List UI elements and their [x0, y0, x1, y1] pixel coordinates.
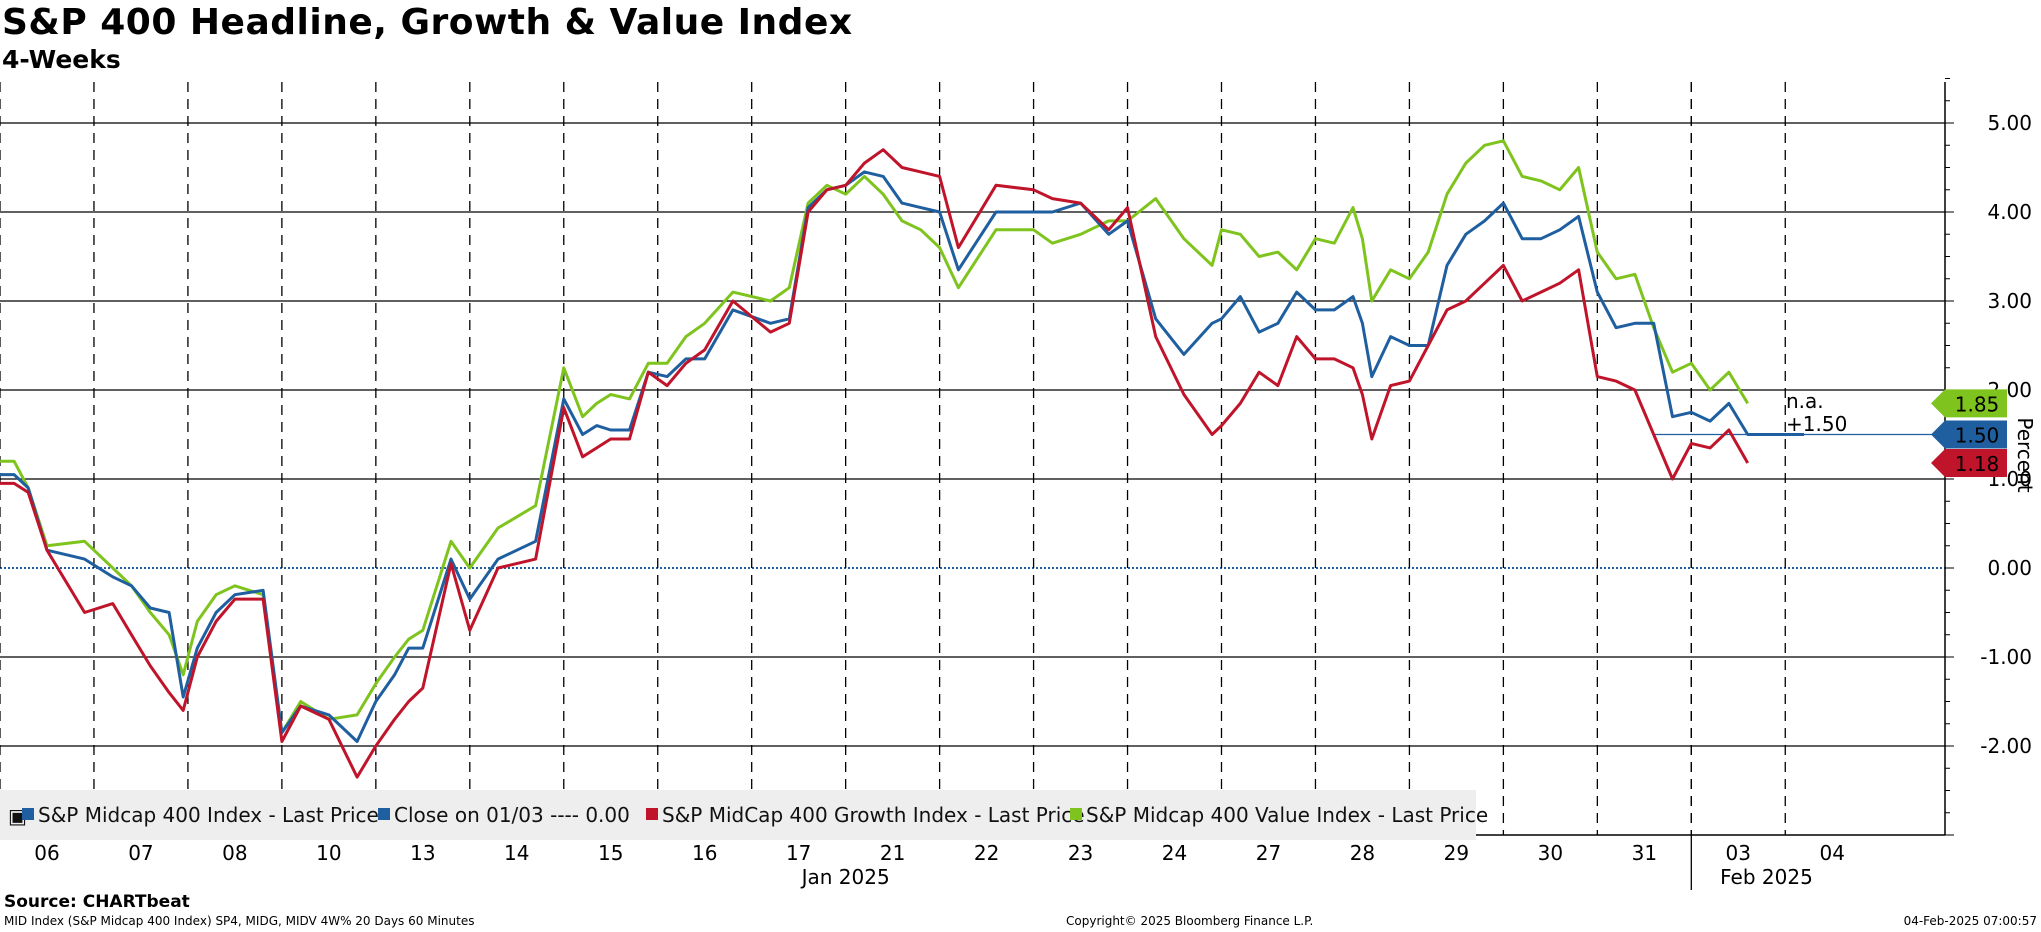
x-tick-label: 04 — [1820, 841, 1845, 865]
axes: -2.00-1.000.001.002.003.004.005.00Percen… — [0, 78, 2037, 890]
x-tick-label: 29 — [1444, 841, 1469, 865]
x-tick-label: 07 — [128, 841, 153, 865]
chart-subtitle: 4-Weeks — [2, 45, 121, 74]
annotation-na: n.a. — [1786, 389, 1824, 413]
series-line-value — [0, 139, 1749, 735]
last-value-tag-growth: 1.18 — [1931, 448, 2007, 477]
y-tick-label: 3.00 — [1987, 289, 2032, 313]
legend-label-value: S&P Midcap 400 Value Index - Last Price — [1086, 803, 1488, 827]
y-tick-label: 0.00 — [1987, 556, 2032, 580]
x-tick-label: 23 — [1068, 841, 1093, 865]
legend: ▣ S&P Midcap 400 Index - Last Price Close … — [0, 790, 1488, 840]
chart-title: S&P 400 Headline, Growth & Value Index — [2, 2, 853, 43]
x-tick-label: 08 — [222, 841, 247, 865]
last-value-tag-label: 1.50 — [1955, 424, 2000, 448]
x-month-label: Feb 2025 — [1720, 865, 1813, 889]
legend-box — [0, 790, 1476, 840]
footer-copyright: Copyright© 2025 Bloomberg Finance L.P. — [1066, 914, 1314, 928]
source-note: Source: CHARTbeat — [4, 892, 190, 912]
x-tick-label: 15 — [598, 841, 623, 865]
last-value-tag-bg — [1931, 420, 2007, 449]
footer-timestamp: 04-Feb-2025 07:00:57 — [1903, 914, 2037, 928]
legend-swatch-close — [378, 808, 390, 820]
grid-lines — [0, 82, 1945, 835]
x-month-label: Jan 2025 — [800, 865, 890, 889]
x-tick-label: 03 — [1726, 841, 1751, 865]
x-tick-label: 17 — [786, 841, 811, 865]
series-lines — [0, 139, 1805, 779]
last-value-tag-label: 1.18 — [1955, 452, 2000, 476]
annotation-change: +1.50 — [1786, 412, 1847, 436]
x-tick-label: 16 — [692, 841, 717, 865]
y-tick-label: 5.00 — [1987, 111, 2032, 135]
y-tick-label: 4.00 — [1987, 200, 2032, 224]
last-value-tag-bg — [1931, 448, 2007, 477]
legend-swatch-headline — [22, 808, 34, 820]
y-tick-label: -2.00 — [1980, 734, 2032, 758]
x-tick-label: 10 — [316, 841, 341, 865]
x-tick-label: 31 — [1632, 841, 1657, 865]
x-tick-label: 30 — [1538, 841, 1563, 865]
last-value-tag-bg — [1931, 389, 2007, 418]
last-value-tag-headline: 1.50 — [1931, 420, 2007, 449]
x-tick-label: 21 — [880, 841, 905, 865]
legend-swatch-value — [1070, 808, 1082, 820]
x-tick-label: 27 — [1256, 841, 1281, 865]
y-tick-label: -1.00 — [1980, 645, 2032, 669]
y-axis-label: Percent — [2013, 417, 2037, 492]
last-value-tag-value: 1.85 — [1931, 389, 2007, 418]
value-labels: n.a.+1.50 1.85 1.50 1.18 — [1786, 389, 2007, 477]
last-value-tag-label: 1.85 — [1955, 392, 2000, 416]
legend-swatch-growth — [646, 808, 658, 820]
legend-label-growth: S&P MidCap 400 Growth Index - Last Price — [662, 803, 1085, 827]
x-tick-label: 14 — [504, 841, 529, 865]
footer-description: MID Index (S&P Midcap 400 Index) SP4, MI… — [4, 914, 475, 928]
legend-label-close: Close on 01/03 ---- 0.00 — [394, 803, 630, 827]
legend-label-headline: S&P Midcap 400 Index - Last Price — [38, 803, 379, 827]
x-tick-label: 24 — [1162, 841, 1187, 865]
series-line-growth — [0, 148, 1750, 779]
x-tick-label: 28 — [1350, 841, 1375, 865]
x-tick-label: 13 — [410, 841, 435, 865]
x-tick-label: 06 — [34, 841, 59, 865]
x-tick-label: 22 — [974, 841, 999, 865]
